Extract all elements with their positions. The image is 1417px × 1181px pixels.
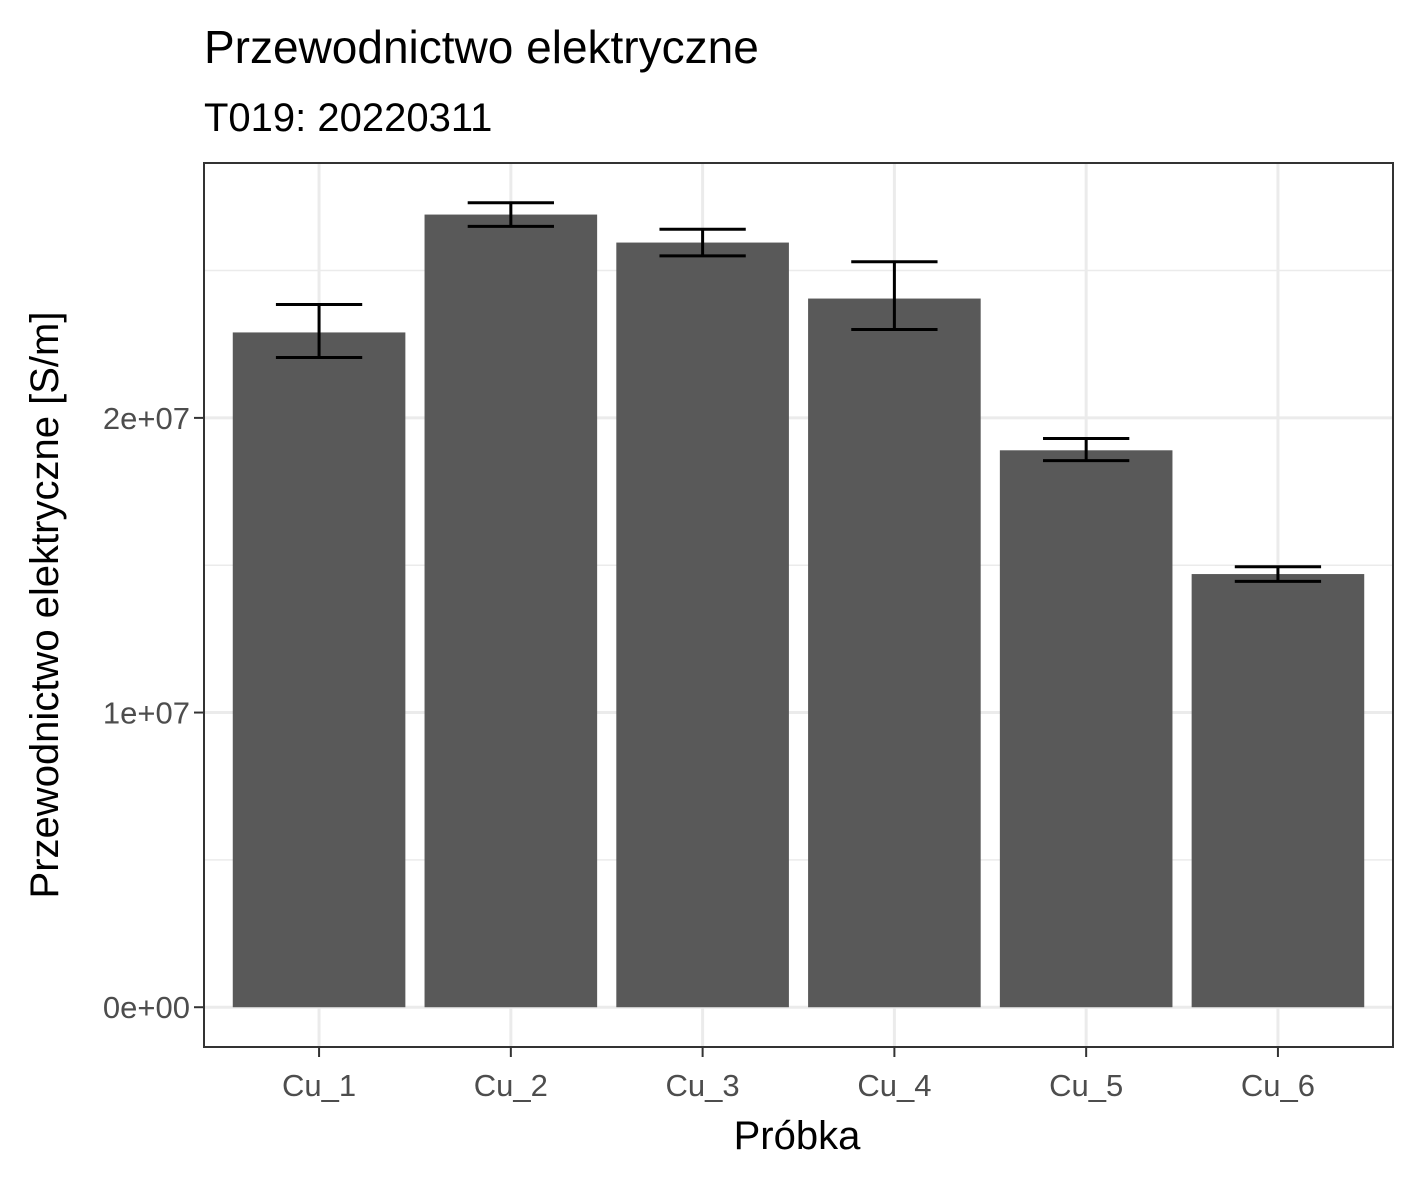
x-tick-label: Cu_6 (1241, 1068, 1315, 1103)
x-tick-label: Cu_3 (666, 1068, 740, 1103)
bars (232, 214, 1365, 1008)
y-axis: 0e+00 1e+07 2e+07 (103, 401, 204, 1025)
panel-border (203, 162, 1394, 1048)
y-tick-label: 0e+00 (103, 990, 190, 1025)
y-tick-label: 1e+07 (103, 696, 190, 731)
bar-Cu_6 (1191, 574, 1365, 1008)
x-tick-label: Cu_1 (282, 1068, 356, 1103)
y-axis-title: Przewodnictwo elektryczne [S/m] (23, 312, 67, 899)
chart-subtitle: T019: 20220311 (204, 96, 492, 140)
bar-Cu_1 (232, 332, 406, 1008)
chart-title: Przewodnictwo elektryczne (204, 21, 759, 73)
bar-Cu_4 (808, 298, 981, 1008)
bar-Cu_3 (616, 242, 789, 1008)
x-tick-label: Cu_2 (474, 1068, 548, 1103)
x-tick-label: Cu_5 (1049, 1068, 1123, 1103)
x-tick-label: Cu_4 (857, 1068, 931, 1103)
y-tick-label: 2e+07 (103, 401, 190, 436)
bar-Cu_2 (424, 214, 598, 1008)
bar-Cu_5 (999, 450, 1173, 1008)
error-bars (275, 201, 1322, 583)
x-axis-title: Próbka (734, 1114, 861, 1158)
x-axis: Cu_1 Cu_2 Cu_3 Cu_4 Cu_5 Cu_6 (282, 1047, 1315, 1103)
